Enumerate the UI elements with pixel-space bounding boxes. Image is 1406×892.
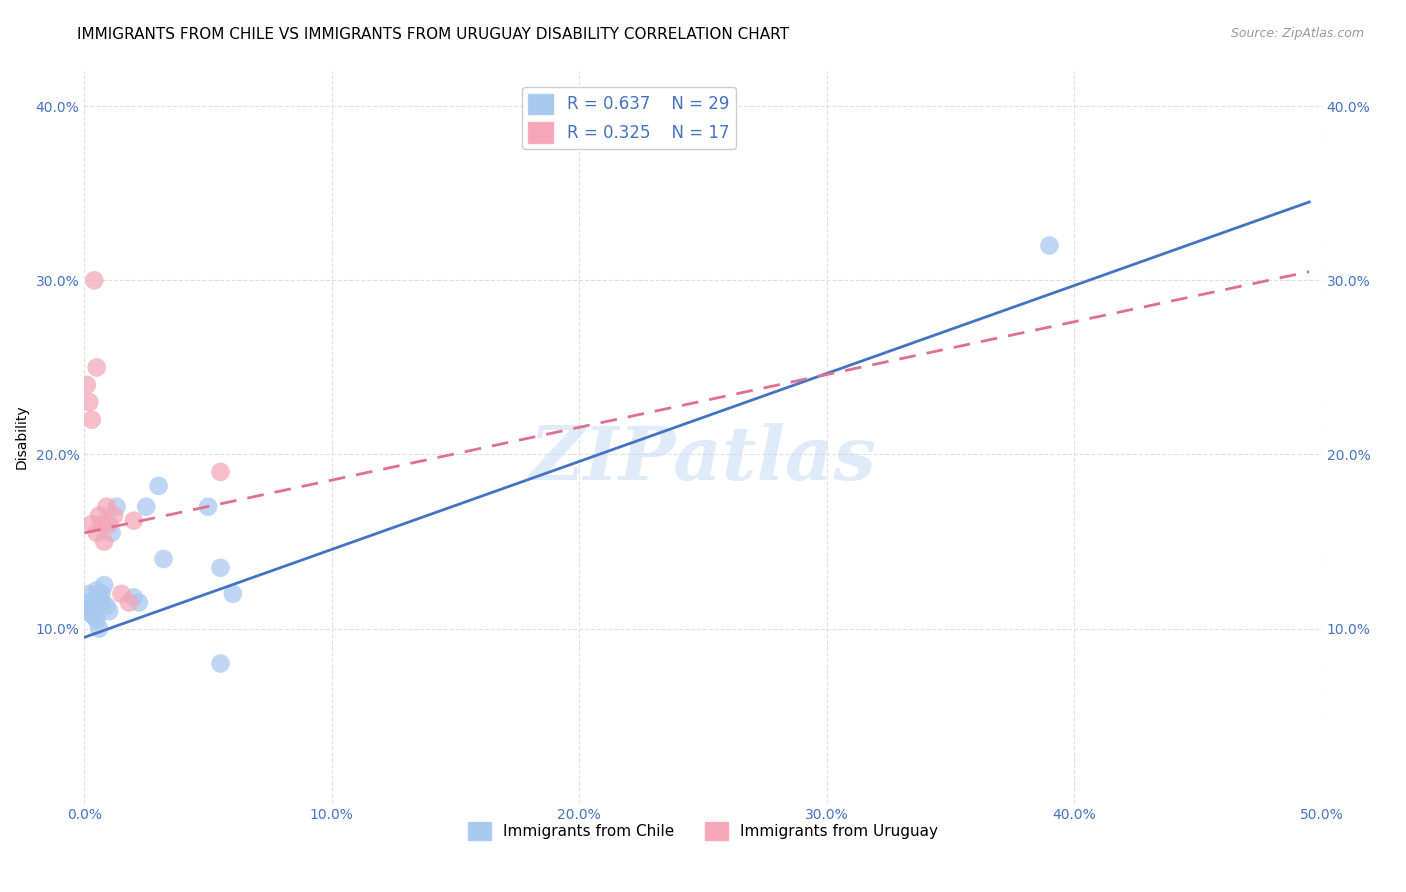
Point: [93, 578, 115, 592]
Point: [98, 517, 121, 532]
Point: [98, 604, 121, 618]
Point: [148, 479, 170, 493]
Point: [76, 595, 98, 609]
Point: [1038, 238, 1060, 252]
Point: [86, 599, 108, 613]
Point: [83, 609, 105, 624]
Point: [222, 587, 245, 601]
Point: [83, 273, 105, 287]
Text: ZIPatlas: ZIPatlas: [530, 423, 876, 495]
Point: [90, 517, 112, 532]
Point: [209, 560, 232, 574]
Point: [86, 525, 108, 540]
Point: [93, 534, 115, 549]
Point: [90, 595, 112, 609]
Point: [122, 514, 145, 528]
Point: [76, 377, 98, 392]
Point: [197, 500, 219, 514]
Text: IMMIGRANTS FROM CHILE VS IMMIGRANTS FROM URUGUAY DISABILITY CORRELATION CHART: IMMIGRANTS FROM CHILE VS IMMIGRANTS FROM…: [77, 27, 789, 42]
Point: [79, 604, 101, 618]
Point: [122, 591, 145, 605]
Point: [86, 613, 108, 627]
Point: [90, 587, 112, 601]
Point: [80, 517, 103, 532]
Point: [96, 500, 118, 514]
Point: [209, 657, 232, 671]
Point: [128, 595, 150, 609]
Point: [86, 360, 108, 375]
Point: [209, 465, 232, 479]
Point: [89, 622, 111, 636]
Point: [105, 500, 128, 514]
Point: [80, 412, 103, 426]
Point: [79, 395, 101, 409]
Text: Source: ZipAtlas.com: Source: ZipAtlas.com: [1230, 27, 1364, 40]
Point: [110, 587, 132, 601]
Point: [96, 599, 118, 613]
Point: [83, 595, 105, 609]
Point: [80, 600, 103, 615]
Point: [103, 508, 125, 523]
Point: [86, 583, 108, 598]
Point: [152, 552, 174, 566]
Point: [100, 525, 122, 540]
Point: [89, 508, 111, 523]
Point: [79, 587, 101, 601]
Legend: Immigrants from Chile, Immigrants from Uruguay: Immigrants from Chile, Immigrants from U…: [461, 815, 945, 847]
Point: [118, 595, 141, 609]
Point: [80, 607, 103, 622]
Y-axis label: Disability: Disability: [14, 405, 28, 469]
Point: [135, 500, 157, 514]
Point: [89, 591, 111, 605]
